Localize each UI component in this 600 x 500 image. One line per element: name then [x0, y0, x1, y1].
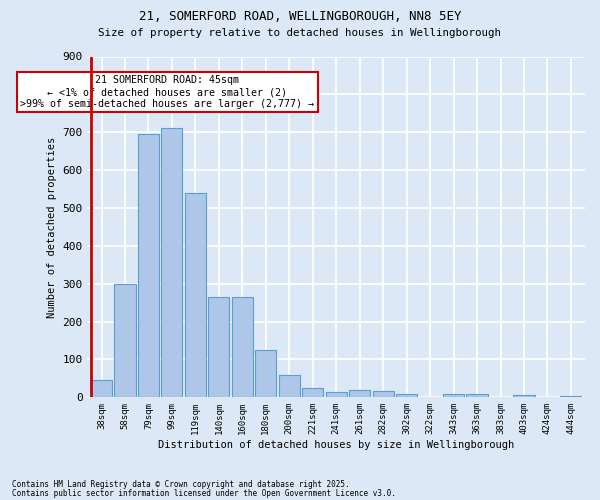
Text: 21 SOMERFORD ROAD: 45sqm
← <1% of detached houses are smaller (2)
>99% of semi-d: 21 SOMERFORD ROAD: 45sqm ← <1% of detach… [20, 76, 314, 108]
Bar [232, 297, 253, 398]
Text: Contains public sector information licensed under the Open Government Licence v3: Contains public sector information licen… [12, 488, 396, 498]
Bar [161, 128, 182, 398]
Text: Size of property relative to detached houses in Wellingborough: Size of property relative to detached ho… [98, 28, 502, 38]
Bar [185, 193, 206, 398]
X-axis label: Distribution of detached houses by size in Wellingborough: Distribution of detached houses by size … [158, 440, 514, 450]
Bar [560, 396, 581, 398]
Bar [279, 374, 300, 398]
Bar [138, 134, 159, 398]
Bar [91, 380, 112, 398]
Bar [115, 284, 136, 398]
Y-axis label: Number of detached properties: Number of detached properties [47, 136, 57, 318]
Bar [396, 394, 417, 398]
Text: Contains HM Land Registry data © Crown copyright and database right 2025.: Contains HM Land Registry data © Crown c… [12, 480, 350, 489]
Bar [443, 394, 464, 398]
Text: 21, SOMERFORD ROAD, WELLINGBOROUGH, NN8 5EY: 21, SOMERFORD ROAD, WELLINGBOROUGH, NN8 … [139, 10, 461, 23]
Bar [514, 396, 535, 398]
Bar [255, 350, 277, 398]
Bar [302, 388, 323, 398]
Bar [373, 390, 394, 398]
Bar [466, 394, 488, 398]
Bar [208, 297, 229, 398]
Bar [349, 390, 370, 398]
Bar [326, 392, 347, 398]
